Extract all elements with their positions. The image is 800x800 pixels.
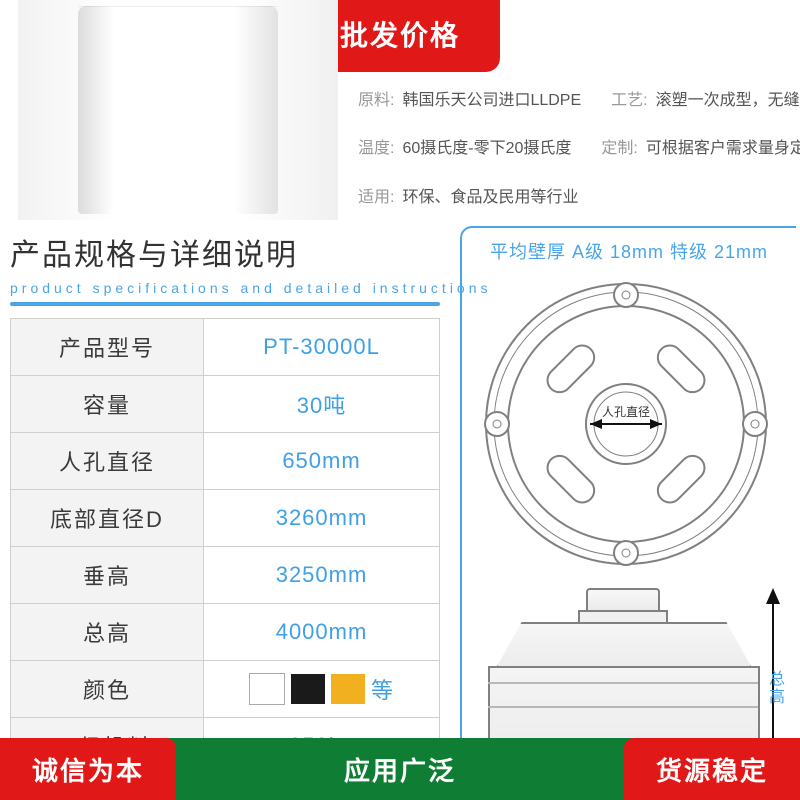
desc-key: 适用: — [358, 187, 394, 209]
desc-key: 原料: — [358, 90, 394, 112]
table-row: 底部直径D3260mm — [11, 490, 440, 547]
desc-row: 温度: 60摄氏度-零下20摄氏度 定制: 可根据客户需求量身定 — [358, 138, 792, 160]
desc-value: 60摄氏度-零下20摄氏度 — [402, 138, 571, 160]
desc-key: 工艺: — [611, 90, 647, 112]
spec-value: 4000mm — [204, 604, 440, 661]
spec-value: 等 — [204, 661, 440, 718]
bottom-mid-text: 应用广泛 — [176, 751, 624, 788]
color-swatch — [249, 673, 285, 705]
desc-value: 环保、食品及民用等行业 — [402, 187, 578, 209]
spec-key: 产品型号 — [11, 319, 204, 376]
spec-key: 人孔直径 — [11, 433, 204, 490]
table-row: 总高4000mm — [11, 604, 440, 661]
spec-value: 3260mm — [204, 490, 440, 547]
spec-key: 垂高 — [11, 547, 204, 604]
section-title-en: product specifications and detailed inst… — [10, 280, 492, 296]
table-row: 人孔直径650mm — [11, 433, 440, 490]
diagram-box: 平均壁厚 A级 18mm 特级 21mm 人孔直径 总高 — [460, 226, 796, 796]
diagram-title: 平均壁厚 A级 18mm 特级 21mm — [462, 238, 796, 264]
svg-text:人孔直径: 人孔直径 — [602, 405, 650, 419]
spec-value: PT-30000L — [204, 319, 440, 376]
color-etc: 等 — [371, 673, 394, 705]
section-title: 产品规格与详细说明 product specifications and det… — [10, 230, 492, 306]
table-row: 产品型号PT-30000L — [11, 319, 440, 376]
bottom-right-badge: 货源稳定 — [624, 738, 800, 800]
section-title-cn: 产品规格与详细说明 — [10, 230, 492, 274]
spec-table: 产品型号PT-30000L容量30吨人孔直径650mm底部直径D3260mm垂高… — [10, 318, 440, 775]
table-row: 容量30吨 — [11, 376, 440, 433]
spec-key: 容量 — [11, 376, 204, 433]
desc-row: 适用: 环保、食品及民用等行业 — [358, 187, 792, 209]
spec-key: 颜色 — [11, 661, 204, 718]
sideview-dim-label: 总高 — [762, 670, 786, 706]
desc-row: 原料: 韩国乐天公司进口LLDPE 工艺: 滚塑一次成型，无缝无 — [358, 90, 792, 112]
spec-value: 30吨 — [204, 376, 440, 433]
spec-key: 底部直径D — [11, 490, 204, 547]
color-swatch — [291, 674, 325, 704]
desc-value: 滚塑一次成型，无缝无 — [656, 90, 800, 112]
spec-key: 总高 — [11, 604, 204, 661]
spec-value: 3250mm — [204, 547, 440, 604]
desc-key: 定制: — [601, 138, 637, 160]
topview-diagram: 人孔直径 — [476, 274, 776, 574]
table-row: 颜色 等 — [11, 661, 440, 718]
bottom-left-badge: 诚信为本 — [0, 738, 176, 800]
spec-value: 650mm — [204, 433, 440, 490]
table-row: 垂高3250mm — [11, 547, 440, 604]
bottom-strip: 诚信为本 应用广泛 货源稳定 — [0, 738, 800, 800]
section-title-underline — [10, 302, 440, 306]
desc-key: 温度: — [358, 138, 394, 160]
color-swatch — [331, 674, 365, 704]
description-block: 原料: 韩国乐天公司进口LLDPE 工艺: 滚塑一次成型，无缝无 温度: 60摄… — [358, 90, 792, 235]
product-image — [18, 0, 338, 220]
desc-value: 韩国乐天公司进口LLDPE — [402, 90, 581, 112]
desc-value: 可根据客户需求量身定 — [646, 138, 800, 160]
